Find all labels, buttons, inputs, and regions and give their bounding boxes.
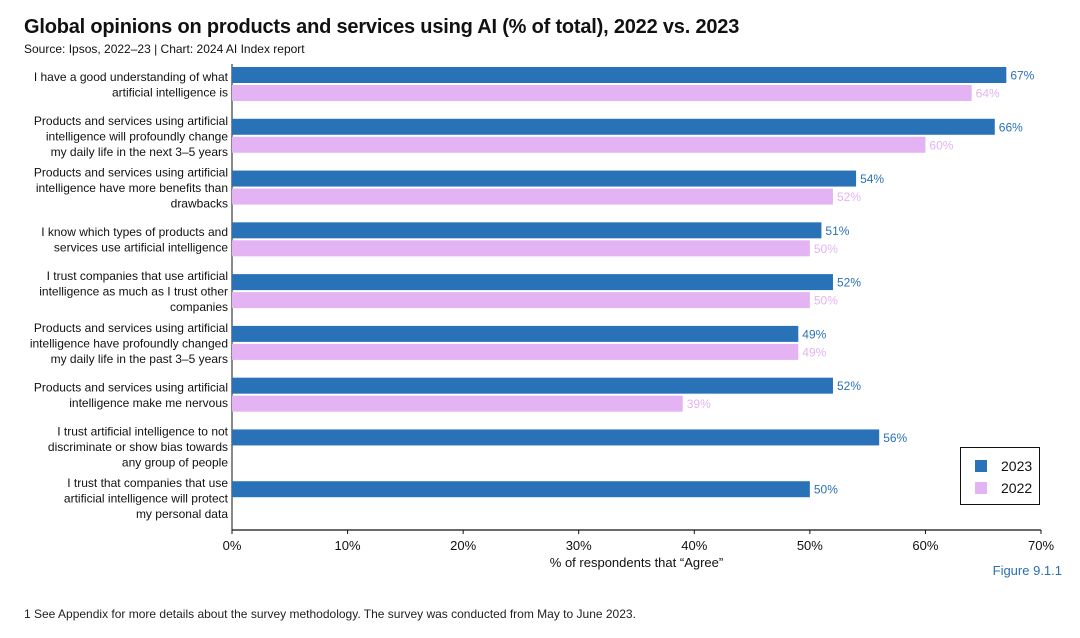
bar-2022 [232,395,683,412]
category-label: I trust artificial intelligence to not di… [48,424,229,469]
data-label-2022: 49% [802,345,826,359]
bar-2022 [232,85,972,101]
category-label-line: intelligence have profoundly changed [30,336,228,350]
category-label-line: intelligence have more benefits than [36,181,228,195]
bar-2023 [232,377,833,394]
category-label-line: services use artificial intelligence [54,241,228,255]
x-tick-label: 0% [223,538,242,553]
x-tick-label: 50% [797,538,823,553]
legend-label-2022: 2022 [1001,480,1033,496]
bar-2023 [232,481,810,498]
category-label-line: drawbacks [171,197,228,211]
category-label-line: Products and services using artificial [34,114,228,128]
x-axis-label: % of respondents that “Agree” [550,555,723,570]
category-label-line: I trust that companies that use [67,476,228,490]
bar-2022 [232,343,799,360]
category-label: I trust that companies that use artificia… [64,476,229,521]
data-label-2023: 52% [837,276,861,290]
category-label-line: intelligence will profoundly change [46,129,228,143]
legend-swatch-2023 [975,460,987,472]
category-label-line: discriminate or show bias towards [48,440,228,454]
category-label: Products and services using artificial in… [30,321,228,366]
data-label-2023: 67% [1010,69,1034,83]
category-label-line: intelligence as much as I trust other [39,285,228,299]
category-label: Products and services using artificial in… [34,380,228,410]
category-label-line: I know which types of products and [41,225,228,239]
category-label: Products and services using artificial in… [34,114,228,159]
data-label-2022: 39% [687,397,711,411]
bar-2022 [232,240,810,257]
category-label-line: intelligence make me nervous [69,396,228,410]
data-label-2022: 60% [929,138,953,152]
category-label-line: my personal data [136,507,228,521]
category-label: I trust companies that use artificial int… [39,269,228,314]
category-label: I know which types of products and servic… [41,225,228,255]
x-tick-label: 60% [912,538,938,553]
data-label-2023: 49% [802,327,826,341]
x-tick-label: 40% [681,538,707,553]
chart-title: Global opinions on products and services… [24,16,740,38]
bar-2022 [232,136,926,153]
legend-label-2023: 2023 [1001,458,1033,474]
data-label-2023: 54% [860,172,884,186]
legend-item-2023: 2023 [975,458,1032,474]
category-label-line: Products and services using artificial [34,166,228,180]
bar-2023 [232,67,1007,83]
data-label-2023: 66% [999,120,1023,134]
category-label-line: I have a good understanding of what [34,70,229,84]
legend-swatch-2022 [975,482,987,494]
figure-label: Figure 9.1.1 [992,563,1062,578]
footnote: 1 See Appendix for more details about th… [24,607,636,621]
category-label-line: I trust artificial intelligence to not [57,424,228,438]
category-label-line: Products and services using artificial [34,380,228,394]
legend-item-2022: 2022 [975,480,1032,496]
category-label-line: my daily life in the past 3–5 years [51,352,228,366]
x-tick-label: 10% [335,538,361,553]
data-label-2023: 51% [825,224,849,238]
category-label-line: artificial intelligence is [112,85,228,99]
x-tick-label: 70% [1028,538,1054,553]
bar-2023 [232,170,857,187]
data-label-2023: 56% [883,431,907,445]
chart-subtitle: Source: Ipsos, 2022–23 | Chart: 2024 AI … [24,42,305,56]
data-label-2022: 52% [837,190,861,204]
data-label-2023: 52% [837,379,861,393]
bar-2023 [232,118,995,135]
category-label-line: Products and services using artificial [34,321,228,335]
data-label-2022: 64% [976,87,1000,101]
chart-legend: 2023 2022 [960,447,1040,505]
category-label-line: companies [170,300,228,314]
bar-2023 [232,222,822,239]
category-label: I have a good understanding of what artif… [34,70,229,100]
bar-2023 [232,274,833,291]
category-label: Products and services using artificial in… [34,166,228,211]
data-label-2022: 50% [814,242,838,256]
bar-2023 [232,325,799,342]
category-label-line: any group of people [122,455,228,469]
bar-2023 [232,429,880,446]
data-label-2023: 50% [814,483,838,497]
bar-2022 [232,292,810,309]
category-label-line: artificial intelligence will protect [64,492,229,506]
category-label-line: my daily life in the next 3–5 years [51,145,228,159]
x-tick-label: 30% [566,538,592,553]
x-tick-label: 20% [450,538,476,553]
data-label-2022: 50% [814,294,838,308]
category-label-line: I trust companies that use artificial [47,269,228,283]
bar-2022 [232,188,833,205]
